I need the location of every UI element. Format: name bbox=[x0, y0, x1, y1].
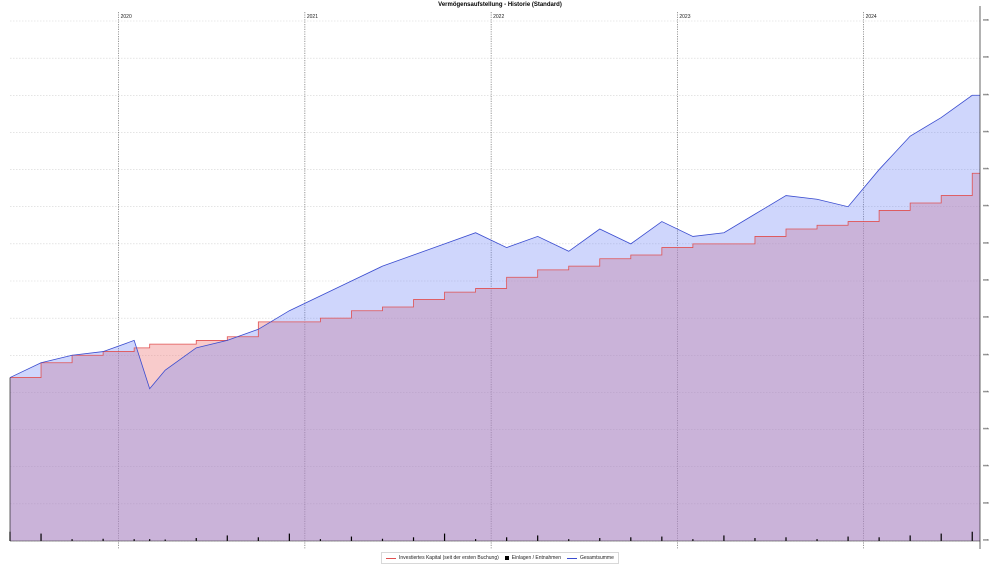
flow-bar bbox=[381, 538, 384, 541]
y-tick-label: *** bbox=[983, 353, 989, 359]
flow-bar bbox=[319, 539, 321, 541]
y-tick-label: *** bbox=[983, 428, 989, 434]
legend-item-total[interactable]: Gesamtsumme bbox=[566, 555, 614, 561]
legend-label-flows: Einlagen / Entnahmen bbox=[511, 555, 561, 561]
legend: Investiertes Kapital (seit der ersten Bu… bbox=[381, 552, 619, 564]
legend-swatch-flows bbox=[504, 556, 509, 560]
invested-capital-area bbox=[10, 173, 980, 542]
flow-bar bbox=[288, 533, 290, 541]
x-tick-label: 2024 bbox=[866, 14, 877, 20]
flow-bar bbox=[785, 537, 787, 541]
legend-item-flows[interactable]: Einlagen / Entnahmen bbox=[504, 555, 561, 561]
flow-bar bbox=[506, 537, 508, 541]
flow-bar bbox=[599, 538, 601, 541]
chart-title: Vermögensaufstellung - Historie (Standar… bbox=[438, 2, 562, 8]
flow-bar bbox=[40, 533, 42, 541]
flow-bar bbox=[909, 535, 911, 541]
flow-bar bbox=[754, 538, 756, 541]
y-tick-label: *** bbox=[983, 56, 989, 62]
y-tick-label: *** bbox=[983, 539, 989, 545]
x-tick-label: 2020 bbox=[121, 14, 132, 20]
flow-bar bbox=[692, 539, 694, 541]
flow-bar bbox=[443, 533, 446, 541]
y-tick-label: *** bbox=[983, 93, 989, 99]
y-tick-label: *** bbox=[983, 465, 989, 471]
legend-swatch-total bbox=[566, 557, 577, 559]
flow-bar bbox=[226, 535, 228, 541]
flow-bar bbox=[847, 536, 849, 541]
y-tick-label: *** bbox=[983, 205, 989, 211]
x-tick-label: 2022 bbox=[493, 14, 504, 20]
y-tick-label: *** bbox=[983, 316, 989, 322]
flow-bar bbox=[537, 535, 539, 541]
y-tick-label: *** bbox=[983, 279, 989, 285]
flow-bar bbox=[71, 539, 73, 541]
flow-bar bbox=[412, 537, 415, 541]
y-tick-label: *** bbox=[983, 130, 989, 136]
flow-bar bbox=[723, 535, 725, 541]
y-tick-label: *** bbox=[983, 502, 989, 508]
total-value-area bbox=[10, 95, 980, 542]
legend-item-invested[interactable]: Investiertes Kapital (seit der ersten Bu… bbox=[386, 555, 499, 561]
flow-bar bbox=[568, 539, 570, 541]
line-layer bbox=[9, 94, 980, 390]
grid-layer bbox=[10, 12, 980, 549]
flow-bar bbox=[164, 539, 166, 541]
x-tick-label: 2023 bbox=[679, 14, 690, 20]
y-tick-label: *** bbox=[983, 168, 989, 174]
flow-bar bbox=[257, 537, 259, 541]
invested-capital-line bbox=[10, 172, 980, 378]
legend-label-invested: Investiertes Kapital (seit der ersten Bu… bbox=[399, 555, 499, 561]
flow-bar bbox=[475, 539, 477, 541]
total-value-line bbox=[9, 94, 980, 390]
flow-bar bbox=[661, 536, 663, 541]
flow-bar bbox=[971, 531, 973, 541]
flow-bar bbox=[350, 536, 353, 541]
flow-bar bbox=[149, 539, 151, 541]
area-layer bbox=[10, 95, 980, 542]
y-tick-label: *** bbox=[983, 390, 989, 396]
legend-swatch-invested bbox=[386, 557, 396, 559]
flow-bar bbox=[195, 538, 197, 541]
flow-bar bbox=[816, 539, 818, 541]
axis-layer: *** *** *** *** *** *** *** *** *** *** *** *** *** *… bbox=[9, 6, 989, 549]
y-tick-label: *** bbox=[983, 242, 989, 248]
flow-bar bbox=[630, 537, 632, 541]
flow-bar bbox=[940, 533, 942, 541]
flow-bar bbox=[133, 539, 135, 541]
x-tick-label: 2021 bbox=[307, 14, 318, 20]
legend-label-total: Gesamtsumme bbox=[579, 555, 614, 561]
y-tick-label: *** bbox=[983, 19, 989, 25]
flow-bar bbox=[102, 538, 104, 541]
flow-bar bbox=[878, 537, 880, 541]
